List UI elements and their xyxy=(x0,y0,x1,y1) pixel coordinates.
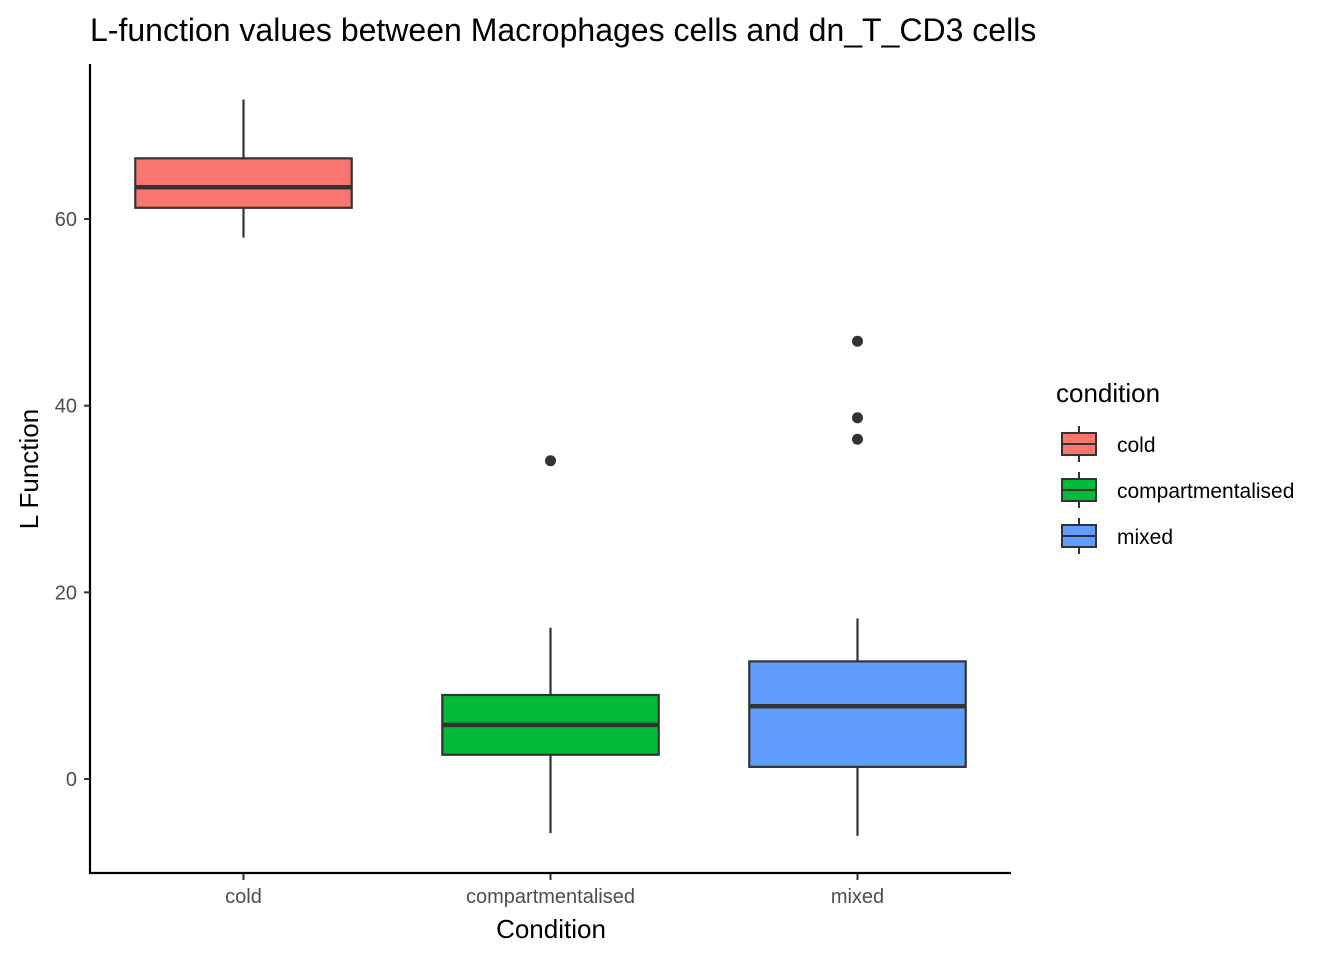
legend-key-mixed xyxy=(1061,518,1097,554)
x-tick-label: mixed xyxy=(831,886,884,908)
plot-area xyxy=(134,99,967,836)
legend-label: cold xyxy=(1117,434,1156,457)
legend-title: condition xyxy=(1056,378,1160,408)
y-ticks: 0 20 40 60 xyxy=(55,209,90,791)
legend-label: compartmentalised xyxy=(1117,480,1294,503)
y-tick-label: 40 xyxy=(55,396,77,418)
legend-key-compartmentalised xyxy=(1061,472,1097,508)
legend: condition cold compartmentalised mixed xyxy=(1056,378,1294,554)
x-ticks: cold compartmentalised mixed xyxy=(225,874,884,908)
y-tick-label: 20 xyxy=(55,582,77,604)
box-mixed xyxy=(748,335,967,836)
box-compartmentalised xyxy=(441,455,660,834)
outlier-point xyxy=(852,433,863,445)
x-axis-title: Condition xyxy=(496,914,606,944)
legend-key-cold xyxy=(1061,426,1097,462)
y-tick-label: 60 xyxy=(55,209,77,231)
box-iqr xyxy=(748,660,967,768)
legend-label: mixed xyxy=(1117,526,1173,549)
x-tick-label: compartmentalised xyxy=(466,886,635,908)
y-axis-title: L Function xyxy=(14,409,44,529)
outlier-point xyxy=(545,455,556,467)
box-cold xyxy=(134,99,353,238)
x-tick-label: cold xyxy=(225,886,262,908)
outlier-point xyxy=(852,412,863,424)
chart-title: L-function values between Macrophages ce… xyxy=(90,12,1036,48)
box-iqr xyxy=(134,157,353,209)
y-tick-label: 0 xyxy=(66,769,77,791)
outlier-point xyxy=(852,335,863,347)
